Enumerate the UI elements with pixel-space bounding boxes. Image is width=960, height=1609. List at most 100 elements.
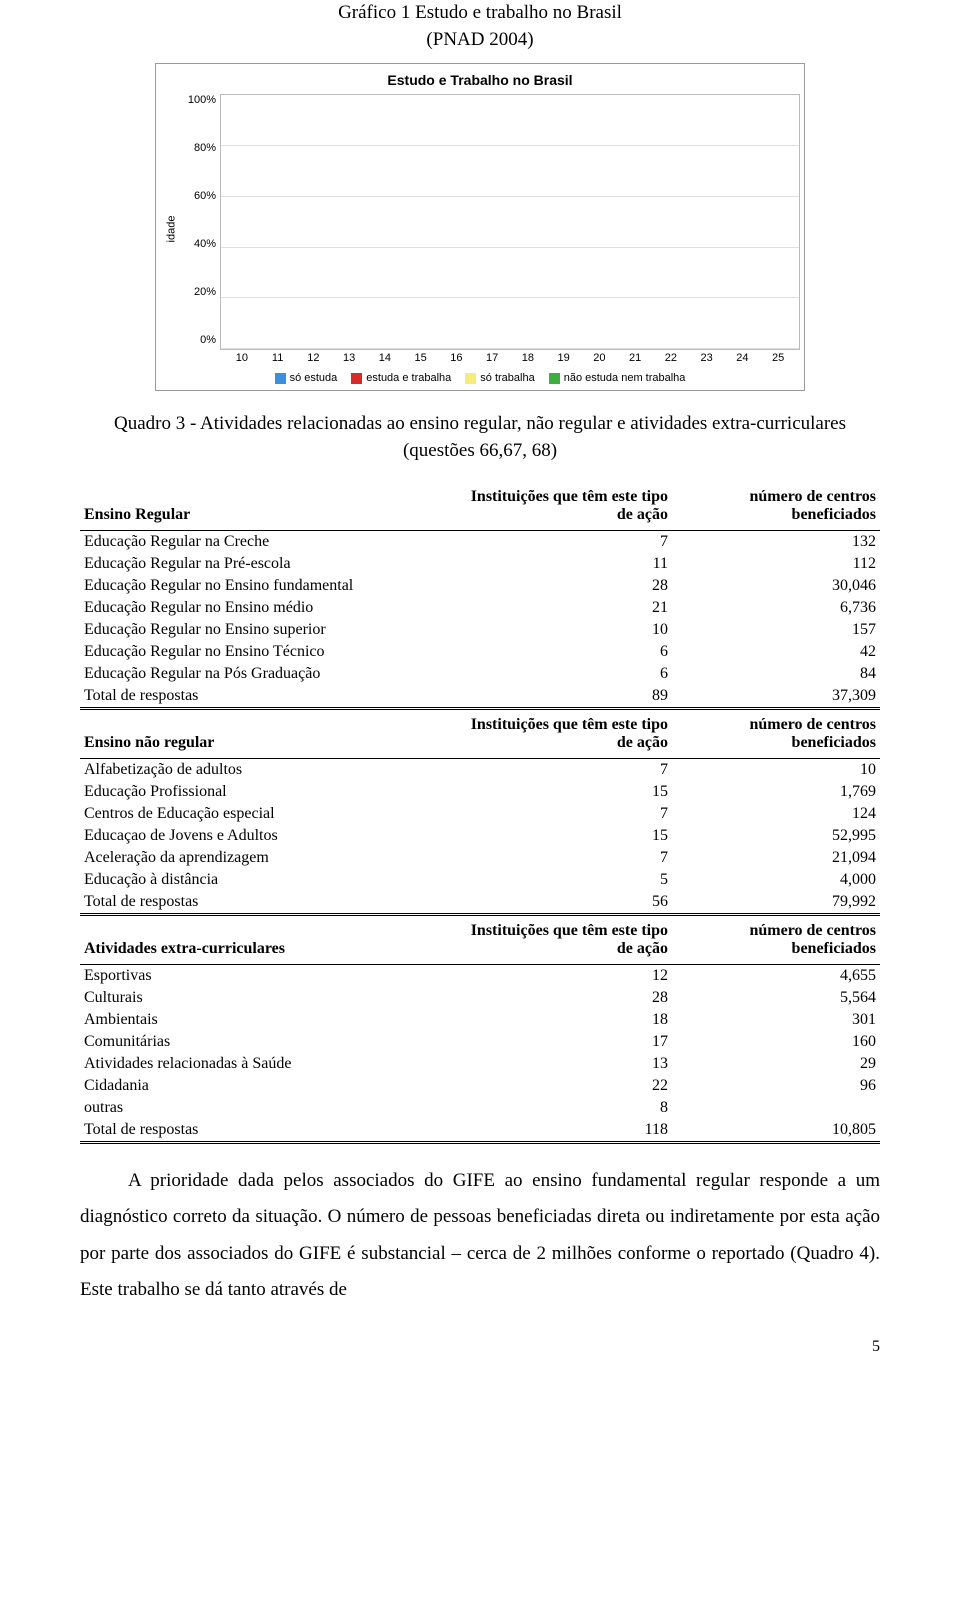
table-cell-c1: 89 — [448, 685, 672, 709]
table-cell-label: Educação Regular na Pós Graduação — [80, 663, 448, 685]
table-cell-label: Educação à distância — [80, 869, 448, 891]
table-cell-label: Total de respostas — [80, 1119, 448, 1143]
legend-label: não estuda nem trabalha — [564, 372, 686, 384]
chart-xtick: 18 — [514, 352, 542, 364]
chart-title-line2: (PNAD 2004) — [426, 29, 533, 50]
table-row: Educação Regular no Ensino superior10157 — [80, 619, 880, 641]
table-row: Educação Regular no Ensino médio216,736 — [80, 597, 880, 619]
data-table: Ensino RegularInstituições que têm este … — [80, 482, 880, 1144]
chart-plot — [220, 94, 800, 350]
table-cell-c2: 10 — [672, 759, 880, 782]
table-cell-label: Ambientais — [80, 1009, 448, 1031]
chart-xtick: 20 — [585, 352, 613, 364]
chart-container: Estudo e Trabalho no Brasil idade 100% 80… — [155, 63, 805, 391]
table-cell-label: Total de respostas — [80, 685, 448, 709]
body-text: A prioridade dada pelos associados do GI… — [80, 1163, 880, 1307]
table-header-col2: número de centros beneficiados — [672, 482, 880, 531]
table-header-col1: Instituições que têm este tipo de ação — [448, 709, 672, 759]
table-cell-c1: 13 — [448, 1053, 672, 1075]
table-cell-c1: 118 — [448, 1119, 672, 1143]
table-cell-c2: 6,736 — [672, 597, 880, 619]
chart-ytick: 100% — [188, 94, 216, 106]
table-cell-c2: 5,564 — [672, 987, 880, 1009]
chart-inner-title: Estudo e Trabalho no Brasil — [160, 72, 800, 88]
table-cell-c2: 1,769 — [672, 781, 880, 803]
legend-label: só estuda — [290, 372, 338, 384]
chart-title: Gráfico 1 Estudo e trabalho no Brasil (P… — [80, 0, 880, 53]
chart-ytick: 0% — [200, 334, 216, 346]
table-header-col1: Instituições que têm este tipo de ação — [448, 482, 672, 531]
table-row: Comunitárias17160 — [80, 1031, 880, 1053]
chart-xtick: 12 — [299, 352, 327, 364]
chart-xtick: 19 — [550, 352, 578, 364]
table-cell-c2: 37,309 — [672, 685, 880, 709]
table-cell-c1: 6 — [448, 641, 672, 663]
chart-plot-column: 10111213141516171819202122232425 — [220, 94, 800, 364]
table-cell-c2: 301 — [672, 1009, 880, 1031]
quadro-title: Quadro 3 - Atividades relacionadas ao en… — [80, 411, 880, 464]
table-row: Educação Regular na Pós Graduação684 — [80, 663, 880, 685]
table-cell-label: Atividades relacionadas à Saúde — [80, 1053, 448, 1075]
chart-ytick: 60% — [194, 190, 216, 202]
table-cell-label: Culturais — [80, 987, 448, 1009]
table-row: Educação Regular na Pré-escola11112 — [80, 553, 880, 575]
table-row: Ambientais18301 — [80, 1009, 880, 1031]
table-cell-c2: 52,995 — [672, 825, 880, 847]
table-row: outras8 — [80, 1097, 880, 1119]
table-section-header: Ensino não regularInstituições que têm e… — [80, 709, 880, 759]
table-cell-c2 — [672, 1097, 880, 1119]
table-row: Total de respostas5679,992 — [80, 891, 880, 915]
table-cell-c1: 15 — [448, 781, 672, 803]
table-cell-label: Total de respostas — [80, 891, 448, 915]
table-header-col2: número de centros beneficiados — [672, 709, 880, 759]
table-cell-c1: 28 — [448, 987, 672, 1009]
legend-swatch — [465, 373, 476, 384]
table-cell-c1: 56 — [448, 891, 672, 915]
table-row: Educação Regular no Ensino fundamental28… — [80, 575, 880, 597]
table-row: Total de respostas11810,805 — [80, 1119, 880, 1143]
table-cell-label: Educação Regular na Pré-escola — [80, 553, 448, 575]
legend-label: estuda e trabalha — [366, 372, 451, 384]
table-row: Total de respostas8937,309 — [80, 685, 880, 709]
table-cell-c1: 21 — [448, 597, 672, 619]
table-row: Centros de Educação especial7124 — [80, 803, 880, 825]
table-cell-label: Educaçao de Jovens e Adultos — [80, 825, 448, 847]
page-number: 5 — [80, 1338, 880, 1356]
chart-xtick: 17 — [478, 352, 506, 364]
chart-ytick: 80% — [194, 142, 216, 154]
table-cell-c2: 132 — [672, 531, 880, 554]
table-row: Alfabetização de adultos710 — [80, 759, 880, 782]
table-row: Educação à distância54,000 — [80, 869, 880, 891]
table-cell-c1: 8 — [448, 1097, 672, 1119]
table-cell-label: Educação Regular na Creche — [80, 531, 448, 554]
table-section-header: Ensino RegularInstituições que têm este … — [80, 482, 880, 531]
table-cell-c2: 157 — [672, 619, 880, 641]
table-cell-c2: 84 — [672, 663, 880, 685]
table-cell-c1: 15 — [448, 825, 672, 847]
table-row: Atividades relacionadas à Saúde1329 — [80, 1053, 880, 1075]
legend-item: só estuda — [275, 372, 338, 384]
chart-legend: só estudaestuda e trabalhasó trabalhanão… — [160, 364, 800, 386]
chart-xtick: 14 — [371, 352, 399, 364]
chart-xaxis: 10111213141516171819202122232425 — [220, 350, 800, 364]
table-cell-c2: 30,046 — [672, 575, 880, 597]
table-section-header: Atividades extra-curricularesInstituiçõe… — [80, 915, 880, 965]
chart-xtick: 24 — [728, 352, 756, 364]
table-header-col2: número de centros beneficiados — [672, 915, 880, 965]
table-row: Educação Regular na Creche7132 — [80, 531, 880, 554]
table-cell-c1: 10 — [448, 619, 672, 641]
table-cell-c1: 6 — [448, 663, 672, 685]
chart-xtick: 15 — [407, 352, 435, 364]
table-cell-c2: 10,805 — [672, 1119, 880, 1143]
table-cell-c2: 42 — [672, 641, 880, 663]
table-cell-c2: 29 — [672, 1053, 880, 1075]
table-cell-label: Comunitárias — [80, 1031, 448, 1053]
chart-ylabel: idade — [160, 94, 182, 364]
chart-xtick: 22 — [657, 352, 685, 364]
table-cell-label: Centros de Educação especial — [80, 803, 448, 825]
table-cell-c1: 12 — [448, 965, 672, 988]
table-cell-c2: 21,094 — [672, 847, 880, 869]
table-row: Educação Profissional151,769 — [80, 781, 880, 803]
table-cell-c2: 4,655 — [672, 965, 880, 988]
chart-xtick: 11 — [264, 352, 292, 364]
